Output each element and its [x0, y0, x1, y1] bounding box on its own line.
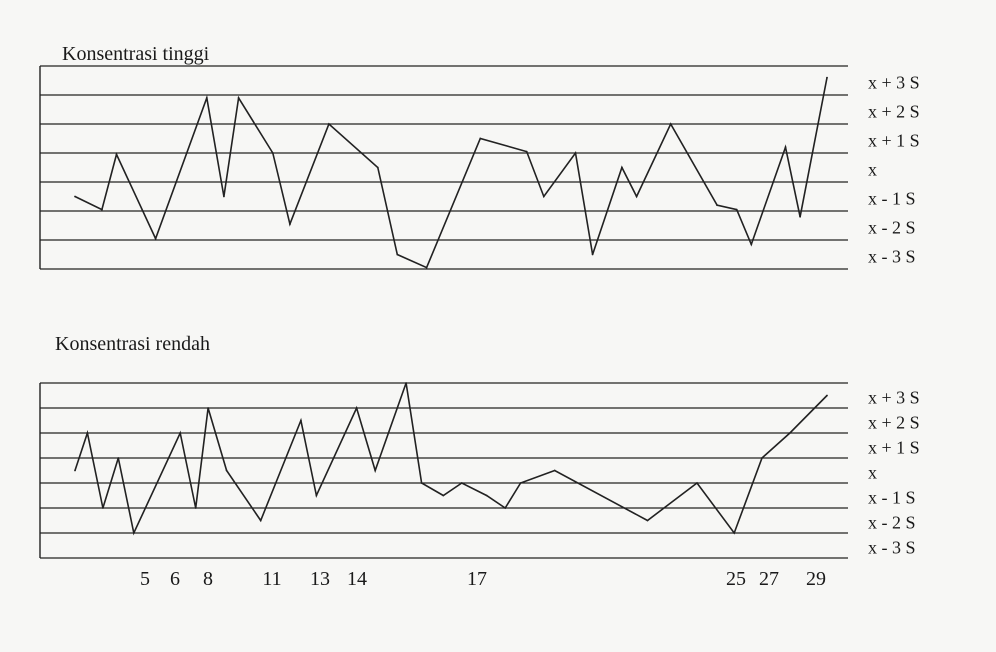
data-point — [504, 507, 507, 509]
data-point — [826, 394, 828, 397]
data-point — [479, 137, 482, 140]
data-point — [101, 208, 103, 211]
band-label: x + 1 S — [868, 131, 920, 151]
data-point — [289, 223, 291, 226]
data-point — [396, 253, 399, 256]
data-point — [646, 519, 649, 522]
x-tick-label: 29 — [806, 568, 826, 590]
data-point — [207, 407, 210, 409]
data-point — [194, 507, 197, 509]
data-point — [355, 407, 358, 409]
band-label: x + 3 S — [868, 73, 920, 93]
band-label: x - 1 S — [868, 488, 916, 508]
data-point — [237, 97, 240, 99]
band-label: x - 2 S — [868, 218, 916, 238]
data-point — [154, 237, 157, 240]
band-label: x - 3 S — [868, 538, 916, 558]
data-point — [553, 469, 556, 472]
x-tick-label: 5 — [140, 568, 150, 590]
chart-title: Konsentrasi rendah — [55, 333, 210, 355]
data-point — [115, 153, 118, 156]
data-point — [460, 482, 463, 484]
data-point — [271, 152, 274, 154]
data-point — [376, 166, 379, 169]
band-label: x + 2 S — [868, 102, 920, 122]
chart-konsentrasi-rendah: Konsentrasi rendah x + 3 S x + 2 S x + 1 S… — [39, 333, 920, 590]
data-point — [750, 243, 753, 246]
band-label: x + 2 S — [868, 413, 920, 433]
data-point — [696, 482, 698, 484]
data-point — [132, 532, 135, 534]
band-label: x + 1 S — [868, 438, 920, 458]
data-point — [425, 266, 428, 269]
data-point — [179, 432, 182, 434]
data-point — [519, 482, 522, 484]
data-point — [542, 195, 545, 198]
data-point — [799, 215, 801, 218]
x-tick-label: 8 — [203, 568, 213, 590]
data-point — [86, 432, 89, 434]
data-point — [300, 419, 302, 422]
data-point — [574, 152, 577, 154]
data-point — [223, 195, 225, 198]
series-line — [74, 77, 828, 269]
x-tick-label: 11 — [262, 568, 281, 590]
x-tick-label: 14 — [347, 568, 367, 590]
data-point — [789, 432, 791, 434]
x-tick-label: 25 — [726, 568, 746, 590]
data-point — [733, 532, 736, 534]
data-point — [784, 146, 787, 149]
data-point — [374, 469, 377, 472]
band-label: x - 3 S — [868, 247, 916, 267]
data-point — [102, 507, 104, 509]
data-point — [442, 494, 445, 497]
data-point — [621, 166, 623, 169]
data-point — [485, 494, 488, 497]
band-label: x — [868, 463, 877, 483]
chart-konsentrasi-tinggi: Konsentrasi tinggi x + 3 S x + 2 S x + 1 S… — [39, 43, 920, 270]
data-point — [669, 123, 672, 125]
x-tick-label: 27 — [759, 568, 779, 590]
band-label: x — [868, 160, 877, 180]
band-label: x - 2 S — [868, 513, 916, 533]
data-point — [635, 195, 638, 198]
data-point — [328, 123, 330, 125]
x-tick-label: 17 — [467, 568, 487, 590]
data-point — [74, 469, 76, 472]
data-point — [259, 519, 262, 522]
data-point — [735, 208, 738, 211]
data-point — [405, 382, 407, 384]
x-tick-label: 13 — [310, 568, 330, 590]
chart-title: Konsentrasi tinggi — [62, 43, 210, 65]
data-point — [315, 494, 318, 497]
band-label: x + 3 S — [868, 388, 920, 408]
band-label: x - 1 S — [868, 189, 916, 209]
data-point — [716, 204, 718, 207]
data-point — [761, 457, 763, 459]
data-point — [225, 469, 228, 472]
data-point — [420, 482, 423, 484]
series-line — [74, 382, 828, 536]
data-point — [74, 195, 76, 198]
x-tick-label: 6 — [170, 568, 180, 590]
data-point — [591, 253, 594, 256]
data-point — [205, 97, 208, 99]
data-point — [525, 150, 528, 153]
data-point — [117, 457, 120, 459]
data-point — [826, 76, 828, 79]
